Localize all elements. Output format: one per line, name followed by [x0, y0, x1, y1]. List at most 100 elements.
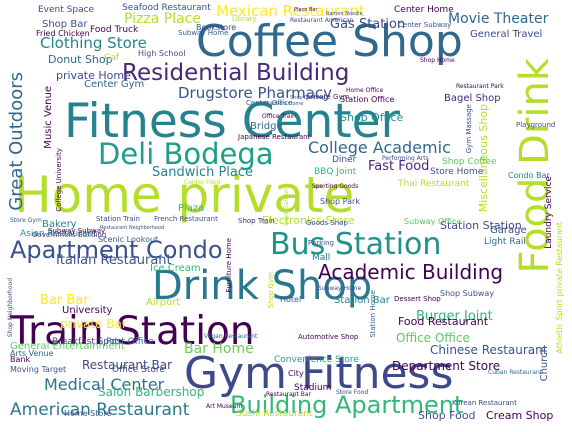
word: Office Office: [396, 331, 470, 345]
word: Laundry Service: [544, 176, 554, 249]
word: Government Building: [32, 231, 107, 239]
word: Center Subway: [398, 21, 452, 29]
word: Performing Arts: [382, 155, 429, 162]
word: Fitness Center: [64, 94, 400, 149]
word: Station Bar: [334, 295, 390, 306]
word: American Restaurant: [10, 400, 190, 420]
word: Store Gym: [10, 217, 42, 224]
word: private Home: [56, 69, 131, 82]
word: Library: [232, 15, 257, 23]
word: High School: [138, 49, 186, 58]
word: Shop Food: [418, 409, 476, 422]
word: Place Bar: [294, 7, 318, 13]
word: Food Restaurant: [398, 315, 489, 328]
word: Cuban Restaurant: [488, 369, 543, 376]
word: Movie Theater: [448, 11, 549, 27]
word: Department Store: [392, 359, 501, 373]
word: General Entertainment: [10, 341, 125, 352]
word: Office Train: [262, 113, 296, 120]
word: Fast Food: [368, 159, 430, 174]
word: Office Store: [112, 365, 165, 375]
word: Bus Station: [270, 227, 442, 262]
word: Center Office: [246, 99, 293, 107]
word: Automotive Shop: [298, 333, 359, 341]
word: Drugstore Pharmacy: [178, 84, 333, 102]
word: Gas Station: [330, 17, 406, 32]
word: Seafood Restaurant: [122, 3, 211, 13]
word: Outdoors Home: [264, 101, 304, 107]
word: Mall: [312, 253, 331, 263]
word: Airport: [146, 297, 181, 308]
word: Light Rail: [484, 237, 526, 247]
word: Music Venue: [43, 86, 54, 149]
word: Station Train: [96, 215, 140, 223]
word: Donut Shop: [48, 53, 113, 66]
word: Playground: [516, 121, 556, 129]
word: Fried Chicken: [36, 29, 90, 38]
word: Dessert Shop: [394, 295, 441, 303]
word: Art Museum: [206, 403, 243, 410]
word: Plaza: [178, 203, 205, 214]
word: Bar Home: [184, 341, 254, 357]
word: Food Truck: [90, 25, 139, 35]
word: Italian Restaurant: [56, 253, 172, 268]
word: Restaurant Bar: [266, 391, 312, 398]
word: Shop Home: [420, 57, 455, 64]
word: Salon Barbershop: [98, 385, 205, 399]
word: Drink Shop: [152, 263, 373, 309]
word: General Travel: [470, 29, 543, 40]
word: Diner: [332, 155, 357, 165]
word: Restaurant Neighborhood: [100, 225, 165, 231]
word: Korean Restaurant: [452, 399, 517, 407]
word: Center Food: [184, 179, 221, 186]
word: Bridge: [250, 121, 283, 132]
word: Deli Bodega: [98, 137, 274, 171]
word: Bar Bar: [40, 293, 89, 308]
word: Thai Restaurant: [398, 179, 470, 189]
word: Residential Building: [122, 60, 350, 86]
word: Great Outdoors: [6, 72, 27, 211]
word: Restaurant Park: [456, 83, 504, 90]
word: private Bar: [60, 317, 127, 331]
word: Vegan Restaurant: [204, 333, 258, 340]
word: Sushi Restaurant: [236, 409, 313, 419]
word: Breakfast Spot: [52, 337, 119, 347]
word: Scenic Lookout: [98, 235, 159, 244]
word: Ice Cream: [150, 263, 201, 274]
word: Sandwich Place: [152, 165, 254, 180]
word: Parking: [308, 239, 334, 247]
word: Post Office: [106, 337, 154, 347]
word: Furniture Home: [225, 238, 233, 293]
word: Store Home: [430, 167, 484, 177]
word: Stadium: [294, 383, 332, 393]
word: Shop Train: [238, 217, 275, 225]
word: Shop Park: [320, 197, 360, 206]
word: Station Station: [440, 219, 522, 232]
word: private Gym: [306, 93, 350, 101]
word: Medical Center: [44, 375, 165, 394]
word: Mexican Restaurant: [216, 2, 365, 20]
word: Center Home: [394, 5, 454, 15]
word: Gym Fitness: [184, 348, 454, 399]
word: College University: [55, 148, 63, 212]
word: Shop Subway: [440, 289, 495, 298]
word: Subway Home: [178, 29, 229, 37]
word: Home Store: [64, 409, 112, 418]
word: Coffee Shop: [196, 16, 463, 67]
word: Pizza Place: [124, 11, 201, 27]
word: Shop Office: [340, 111, 404, 124]
word: Bookstore: [196, 23, 237, 32]
word: Clothing Store: [40, 34, 147, 52]
word: Event Space: [38, 5, 95, 15]
word: Caf: [104, 53, 119, 63]
word: City: [288, 369, 304, 378]
word: Home private: [14, 166, 355, 224]
word: Shop Coffee: [442, 157, 497, 167]
word: Garage: [490, 225, 527, 236]
word: Center Gym: [84, 79, 145, 90]
word: Asian Restaurant: [20, 229, 97, 239]
word: Condo Bar: [508, 171, 550, 180]
word: Hotel: [280, 295, 302, 304]
word: Arts Venue: [10, 349, 54, 358]
